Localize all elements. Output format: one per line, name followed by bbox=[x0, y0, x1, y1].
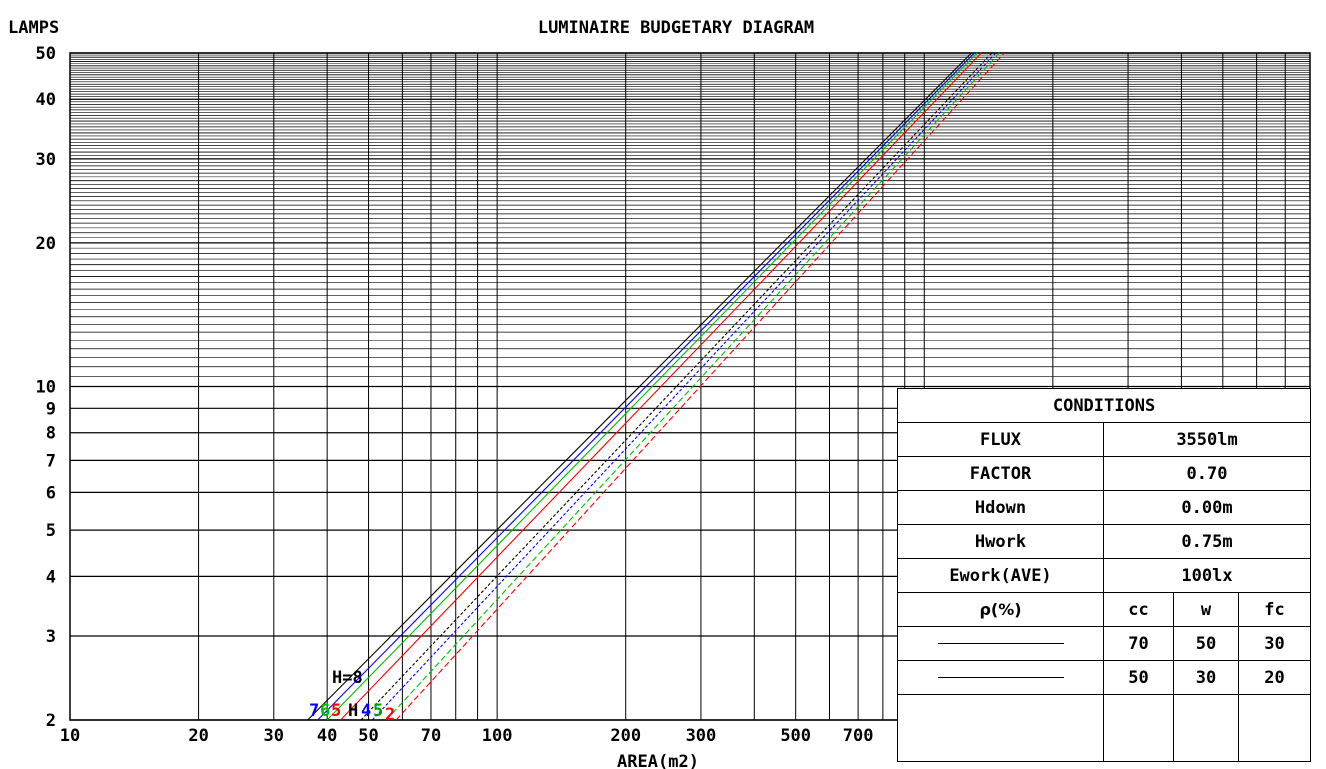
grid-layer bbox=[69, 52, 1311, 721]
y-tick-label: 6 bbox=[46, 483, 56, 503]
hwork-label: Hwork bbox=[897, 524, 1104, 559]
reflectance-w-1: 50 bbox=[1173, 626, 1239, 661]
y-tick-label: 7 bbox=[46, 451, 56, 471]
x-tick-label: 10 bbox=[60, 726, 80, 746]
table-filler bbox=[897, 694, 1104, 762]
hwork-value: 0.75m bbox=[1102, 524, 1312, 559]
reflectance-label: ρ(%) bbox=[897, 592, 1104, 627]
chart-title: LUMINAIRE BUDGETARY DIAGRAM bbox=[538, 18, 814, 38]
table-filler bbox=[1237, 694, 1312, 762]
reflectance-header-w: w bbox=[1173, 592, 1239, 627]
ework-value: 100lx bbox=[1102, 558, 1312, 593]
height-label: 2 bbox=[385, 705, 395, 725]
y-axis-label: LAMPS bbox=[8, 18, 59, 38]
x-tick-label: 200 bbox=[610, 726, 641, 746]
reflectance-fc-2: 20 bbox=[1237, 660, 1312, 695]
y-tick-label: 50 bbox=[36, 44, 56, 64]
x-tick-label: 500 bbox=[780, 726, 811, 746]
height-label: 6 bbox=[320, 701, 330, 721]
height-label: 4 bbox=[361, 701, 371, 721]
reflectance-header-cc: cc bbox=[1103, 592, 1174, 627]
x-axis-label: AREA(m2) bbox=[617, 752, 699, 769]
x-tick-label: 50 bbox=[358, 726, 378, 746]
reflectance-w-2: 30 bbox=[1173, 660, 1239, 695]
curve-annotations: H=87 6 5 H 4 5 2 bbox=[309, 668, 395, 725]
legend-line-solid bbox=[937, 643, 1064, 644]
ework-row: Ework(AVE) 100lx bbox=[897, 558, 1312, 593]
label-h8: H=8 bbox=[332, 668, 363, 688]
legend-line-solid-cell bbox=[897, 626, 1104, 661]
y-tick-label: 3 bbox=[46, 627, 56, 647]
x-tick-label: 20 bbox=[188, 726, 208, 746]
ework-label: Ework(AVE) bbox=[897, 558, 1104, 593]
legend-line-dotted-cell bbox=[897, 660, 1104, 695]
series-line bbox=[317, 52, 975, 721]
conditions-header-row: CONDITIONS bbox=[896, 388, 1312, 423]
reflectance-fc-1: 30 bbox=[1237, 626, 1312, 661]
series-line bbox=[326, 52, 978, 721]
table-filler-row bbox=[897, 694, 1312, 762]
reflectance-cc-1: 70 bbox=[1103, 626, 1174, 661]
height-label: 5 bbox=[373, 701, 383, 721]
hwork-row: Hwork 0.75m bbox=[897, 524, 1312, 559]
hdown-label: Hdown bbox=[897, 490, 1104, 525]
flux-row: FLUX 3550lm bbox=[897, 422, 1312, 457]
reflectance-row-solid: 70 50 30 bbox=[897, 626, 1312, 661]
y-tick-label: 5 bbox=[46, 521, 56, 541]
legend-line-dotted bbox=[937, 677, 1064, 678]
reflectance-row-dotted: 50 30 20 bbox=[897, 660, 1312, 695]
series-line bbox=[371, 52, 997, 721]
y-tick-label: 40 bbox=[36, 90, 56, 110]
hdown-value: 0.00m bbox=[1102, 490, 1312, 525]
height-label: 5 bbox=[331, 701, 341, 721]
flux-label: FLUX bbox=[897, 422, 1104, 457]
reflectance-header-fc: fc bbox=[1237, 592, 1312, 627]
reflectance-cc-2: 50 bbox=[1103, 660, 1174, 695]
factor-value: 0.70 bbox=[1102, 456, 1312, 491]
x-tick-label: 70 bbox=[421, 726, 441, 746]
y-tick-label: 4 bbox=[46, 567, 56, 587]
table-filler bbox=[1103, 694, 1174, 762]
flux-value: 3550lm bbox=[1102, 422, 1312, 457]
hdown-row: Hdown 0.00m bbox=[897, 490, 1312, 525]
series-line bbox=[395, 52, 1005, 721]
y-tick-label: 8 bbox=[46, 424, 56, 444]
y-tick-label: 9 bbox=[46, 399, 56, 419]
series-line bbox=[385, 52, 1000, 721]
x-tick-label: 30 bbox=[264, 726, 284, 746]
x-tick-label: 100 bbox=[482, 726, 513, 746]
table-filler bbox=[1173, 694, 1239, 762]
y-tick-label: 20 bbox=[36, 234, 56, 254]
conditions-header: CONDITIONS bbox=[896, 388, 1312, 423]
series-line bbox=[307, 52, 972, 721]
series-layer bbox=[307, 52, 1005, 721]
factor-row: FACTOR 0.70 bbox=[897, 456, 1312, 491]
factor-label: FACTOR bbox=[897, 456, 1104, 491]
y-tick-label: 10 bbox=[36, 378, 56, 398]
height-prefix-label: H bbox=[348, 701, 358, 721]
y-tick-label: 30 bbox=[36, 150, 56, 170]
x-tick-label: 40 bbox=[317, 726, 337, 746]
reflectance-header-row: ρ(%) cc w fc bbox=[897, 592, 1312, 627]
y-tick-label: 2 bbox=[46, 711, 56, 731]
x-tick-label: 300 bbox=[686, 726, 717, 746]
series-line bbox=[340, 52, 982, 721]
series-line bbox=[360, 52, 993, 721]
conditions-table: CONDITIONS FLUX 3550lm FACTOR 0.70 Hdown… bbox=[896, 388, 1312, 762]
x-tick-label: 700 bbox=[843, 726, 874, 746]
height-label: 7 bbox=[309, 701, 319, 721]
